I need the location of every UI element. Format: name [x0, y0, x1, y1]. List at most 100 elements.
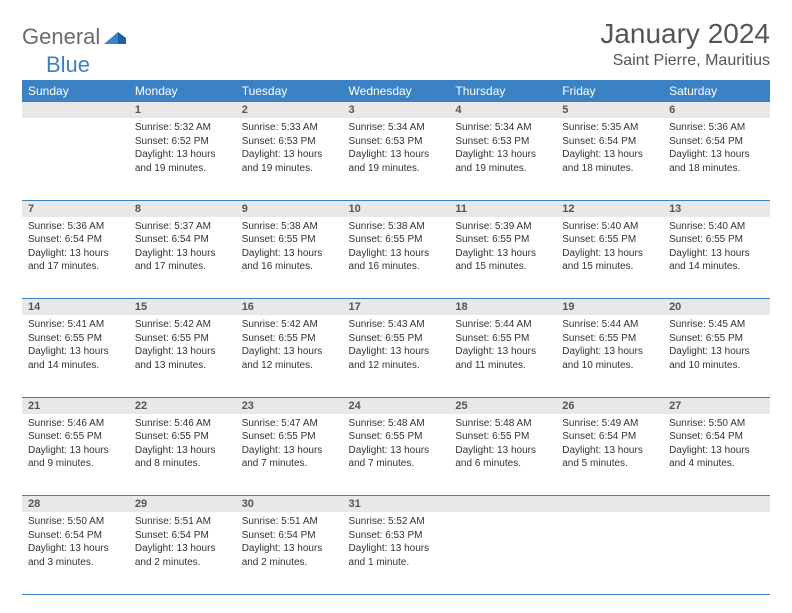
day-number [556, 496, 663, 513]
day-content: Sunrise: 5:44 AMSunset: 6:55 PMDaylight:… [556, 315, 663, 378]
day-cell: Sunrise: 5:48 AMSunset: 6:55 PMDaylight:… [449, 414, 556, 496]
day-number: 5 [556, 102, 663, 118]
day-content: Sunrise: 5:49 AMSunset: 6:54 PMDaylight:… [556, 414, 663, 477]
day-number: 2 [236, 102, 343, 118]
day-cell: Sunrise: 5:50 AMSunset: 6:54 PMDaylight:… [663, 414, 770, 496]
day-cell: Sunrise: 5:50 AMSunset: 6:54 PMDaylight:… [22, 512, 129, 594]
day-cell: Sunrise: 5:38 AMSunset: 6:55 PMDaylight:… [343, 217, 450, 299]
week-row: Sunrise: 5:32 AMSunset: 6:52 PMDaylight:… [22, 118, 770, 200]
day-cell [22, 118, 129, 200]
day-content: Sunrise: 5:48 AMSunset: 6:55 PMDaylight:… [449, 414, 556, 477]
day-cell: Sunrise: 5:44 AMSunset: 6:55 PMDaylight:… [449, 315, 556, 397]
day-number: 21 [22, 397, 129, 414]
day-number: 24 [343, 397, 450, 414]
logo: General [22, 18, 128, 50]
day-cell: Sunrise: 5:42 AMSunset: 6:55 PMDaylight:… [129, 315, 236, 397]
day-number: 8 [129, 200, 236, 217]
day-cell: Sunrise: 5:39 AMSunset: 6:55 PMDaylight:… [449, 217, 556, 299]
day-cell: Sunrise: 5:32 AMSunset: 6:52 PMDaylight:… [129, 118, 236, 200]
day-cell [663, 512, 770, 594]
day-content: Sunrise: 5:48 AMSunset: 6:55 PMDaylight:… [343, 414, 450, 477]
day-number: 1 [129, 102, 236, 118]
month-title: January 2024 [600, 18, 770, 50]
day-content: Sunrise: 5:43 AMSunset: 6:55 PMDaylight:… [343, 315, 450, 378]
day-cell: Sunrise: 5:33 AMSunset: 6:53 PMDaylight:… [236, 118, 343, 200]
day-cell: Sunrise: 5:36 AMSunset: 6:54 PMDaylight:… [22, 217, 129, 299]
day-number: 29 [129, 496, 236, 513]
week-row: Sunrise: 5:41 AMSunset: 6:55 PMDaylight:… [22, 315, 770, 397]
day-cell: Sunrise: 5:34 AMSunset: 6:53 PMDaylight:… [449, 118, 556, 200]
day-content: Sunrise: 5:35 AMSunset: 6:54 PMDaylight:… [556, 118, 663, 181]
header: General January 2024 Saint Pierre, Mauri… [22, 18, 770, 70]
daynum-row: 123456 [22, 102, 770, 118]
weekday-header: Wednesday [343, 80, 450, 102]
day-cell: Sunrise: 5:49 AMSunset: 6:54 PMDaylight:… [556, 414, 663, 496]
day-content: Sunrise: 5:41 AMSunset: 6:55 PMDaylight:… [22, 315, 129, 378]
week-row: Sunrise: 5:46 AMSunset: 6:55 PMDaylight:… [22, 414, 770, 496]
day-content: Sunrise: 5:33 AMSunset: 6:53 PMDaylight:… [236, 118, 343, 181]
day-number: 15 [129, 299, 236, 316]
day-content: Sunrise: 5:51 AMSunset: 6:54 PMDaylight:… [129, 512, 236, 575]
day-content: Sunrise: 5:34 AMSunset: 6:53 PMDaylight:… [343, 118, 450, 181]
daynum-row: 21222324252627 [22, 397, 770, 414]
day-cell: Sunrise: 5:47 AMSunset: 6:55 PMDaylight:… [236, 414, 343, 496]
day-cell: Sunrise: 5:52 AMSunset: 6:53 PMDaylight:… [343, 512, 450, 594]
day-content: Sunrise: 5:40 AMSunset: 6:55 PMDaylight:… [663, 217, 770, 280]
week-row: Sunrise: 5:50 AMSunset: 6:54 PMDaylight:… [22, 512, 770, 594]
day-number: 30 [236, 496, 343, 513]
day-number: 4 [449, 102, 556, 118]
day-number: 17 [343, 299, 450, 316]
weekday-header: Saturday [663, 80, 770, 102]
weekday-header: Friday [556, 80, 663, 102]
day-cell: Sunrise: 5:34 AMSunset: 6:53 PMDaylight:… [343, 118, 450, 200]
day-content: Sunrise: 5:37 AMSunset: 6:54 PMDaylight:… [129, 217, 236, 280]
day-content: Sunrise: 5:40 AMSunset: 6:55 PMDaylight:… [556, 217, 663, 280]
day-content: Sunrise: 5:32 AMSunset: 6:52 PMDaylight:… [129, 118, 236, 181]
day-cell [556, 512, 663, 594]
day-cell: Sunrise: 5:35 AMSunset: 6:54 PMDaylight:… [556, 118, 663, 200]
day-cell: Sunrise: 5:38 AMSunset: 6:55 PMDaylight:… [236, 217, 343, 299]
day-cell: Sunrise: 5:45 AMSunset: 6:55 PMDaylight:… [663, 315, 770, 397]
day-content: Sunrise: 5:38 AMSunset: 6:55 PMDaylight:… [236, 217, 343, 280]
day-cell: Sunrise: 5:51 AMSunset: 6:54 PMDaylight:… [129, 512, 236, 594]
day-content: Sunrise: 5:44 AMSunset: 6:55 PMDaylight:… [449, 315, 556, 378]
day-content: Sunrise: 5:36 AMSunset: 6:54 PMDaylight:… [22, 217, 129, 280]
day-number: 31 [343, 496, 450, 513]
day-number: 20 [663, 299, 770, 316]
day-content: Sunrise: 5:45 AMSunset: 6:55 PMDaylight:… [663, 315, 770, 378]
day-number: 27 [663, 397, 770, 414]
day-content: Sunrise: 5:51 AMSunset: 6:54 PMDaylight:… [236, 512, 343, 575]
daynum-row: 78910111213 [22, 200, 770, 217]
day-content: Sunrise: 5:38 AMSunset: 6:55 PMDaylight:… [343, 217, 450, 280]
day-cell [449, 512, 556, 594]
week-row: Sunrise: 5:36 AMSunset: 6:54 PMDaylight:… [22, 217, 770, 299]
day-content: Sunrise: 5:50 AMSunset: 6:54 PMDaylight:… [22, 512, 129, 575]
day-number: 10 [343, 200, 450, 217]
day-cell: Sunrise: 5:40 AMSunset: 6:55 PMDaylight:… [663, 217, 770, 299]
logo-mark-icon [104, 26, 126, 49]
day-content: Sunrise: 5:50 AMSunset: 6:54 PMDaylight:… [663, 414, 770, 477]
day-cell: Sunrise: 5:37 AMSunset: 6:54 PMDaylight:… [129, 217, 236, 299]
day-content: Sunrise: 5:46 AMSunset: 6:55 PMDaylight:… [22, 414, 129, 477]
title-block: January 2024 Saint Pierre, Mauritius [600, 18, 770, 70]
day-cell: Sunrise: 5:46 AMSunset: 6:55 PMDaylight:… [129, 414, 236, 496]
weekday-header: Tuesday [236, 80, 343, 102]
day-number: 9 [236, 200, 343, 217]
day-number [22, 102, 129, 118]
day-cell: Sunrise: 5:46 AMSunset: 6:55 PMDaylight:… [22, 414, 129, 496]
logo-text-blue: Blue [46, 52, 90, 78]
weekday-header-row: SundayMondayTuesdayWednesdayThursdayFrid… [22, 80, 770, 102]
day-number [449, 496, 556, 513]
day-number: 3 [343, 102, 450, 118]
day-cell: Sunrise: 5:44 AMSunset: 6:55 PMDaylight:… [556, 315, 663, 397]
day-number: 19 [556, 299, 663, 316]
daynum-row: 28293031 [22, 496, 770, 513]
day-cell: Sunrise: 5:42 AMSunset: 6:55 PMDaylight:… [236, 315, 343, 397]
day-cell: Sunrise: 5:43 AMSunset: 6:55 PMDaylight:… [343, 315, 450, 397]
day-number: 7 [22, 200, 129, 217]
day-number: 28 [22, 496, 129, 513]
weekday-header: Thursday [449, 80, 556, 102]
daynum-row: 14151617181920 [22, 299, 770, 316]
day-number: 22 [129, 397, 236, 414]
day-number: 11 [449, 200, 556, 217]
